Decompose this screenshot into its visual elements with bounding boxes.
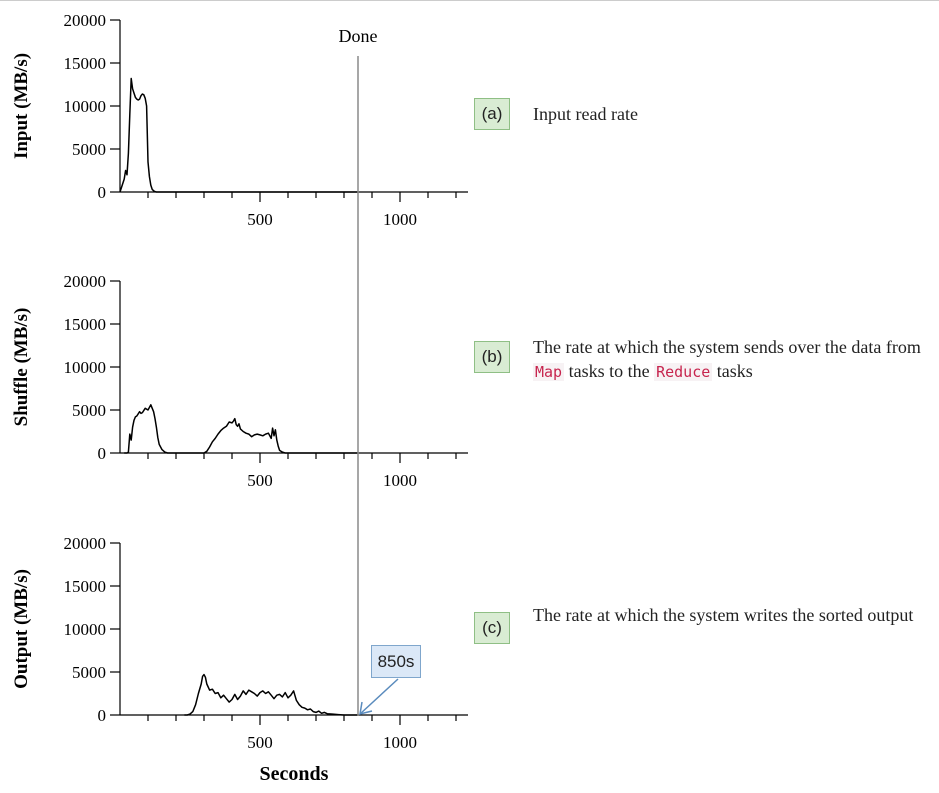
panel-c-description: The rate at which the system writes the … xyxy=(533,605,914,625)
x-tick-label: 500 xyxy=(247,733,273,752)
callout-label: 850s xyxy=(377,651,415,671)
output-series-line xyxy=(184,673,358,716)
y-tick-label: 10000 xyxy=(64,358,107,377)
x-tick-label: 500 xyxy=(247,471,273,490)
y-tick-label: 5000 xyxy=(72,663,106,682)
x-tick-label: 1000 xyxy=(383,471,417,490)
y-tick-label: 5000 xyxy=(72,140,106,159)
y-tick-label: 15000 xyxy=(64,54,107,73)
panel-tag-b: (b) xyxy=(474,341,510,373)
callout-arrow xyxy=(359,678,399,716)
x-tick-label: 1000 xyxy=(383,733,417,752)
code-map: Map xyxy=(533,363,565,381)
x-axis-label: Seconds xyxy=(260,763,329,785)
chart-panel-shuffle: 0 5000 10000 15000 20000 500 1000 Shuffle (MB/s… xyxy=(11,272,468,490)
y-tick-label: 10000 xyxy=(64,620,107,639)
y-tick-label: 5000 xyxy=(72,401,106,420)
input-series-line xyxy=(119,77,358,193)
y-axis-label: Output (MB/s) xyxy=(11,569,32,689)
top-border xyxy=(0,0,939,1)
y-tick-label: 15000 xyxy=(64,315,107,334)
code-reduce: Reduce xyxy=(654,363,713,381)
callout-850s: 850s xyxy=(371,645,421,678)
y-tick-label: 0 xyxy=(98,183,107,202)
panel-tag-c: (c) xyxy=(474,612,510,644)
panel-tag-a: (a) xyxy=(474,98,510,130)
x-tick-label: 500 xyxy=(247,210,273,229)
panel-b-description: The rate at which the system sends over … xyxy=(533,337,921,381)
y-tick-label: 20000 xyxy=(64,11,107,30)
panel-a-description: Input read rate xyxy=(533,104,638,124)
chart-panel-input: 0 5000 10000 15000 20000 500 1000 Input (MB/s) xyxy=(11,11,468,229)
done-marker: Done xyxy=(339,26,378,716)
y-tick-label: 10000 xyxy=(64,97,107,116)
y-axis-label: Input (MB/s) xyxy=(11,53,32,159)
y-tick-label: 0 xyxy=(98,444,107,463)
y-tick-label: 0 xyxy=(98,706,107,725)
y-tick-label: 20000 xyxy=(64,272,107,291)
panel-tag-c-label: (c) xyxy=(482,618,502,637)
panel-tag-b-label: (b) xyxy=(481,347,503,366)
shuffle-series-line xyxy=(124,404,358,454)
done-label: Done xyxy=(339,26,378,46)
y-axis-label: Shuffle (MB/s) xyxy=(11,308,32,427)
chart-panel-output: 0 5000 10000 15000 20000 500 1000 Output (MB/s) xyxy=(11,534,468,752)
y-tick-label: 20000 xyxy=(64,534,107,553)
y-tick-label: 15000 xyxy=(64,577,107,596)
x-tick-label: 1000 xyxy=(383,210,417,229)
panel-tag-a-label: (a) xyxy=(481,104,503,123)
